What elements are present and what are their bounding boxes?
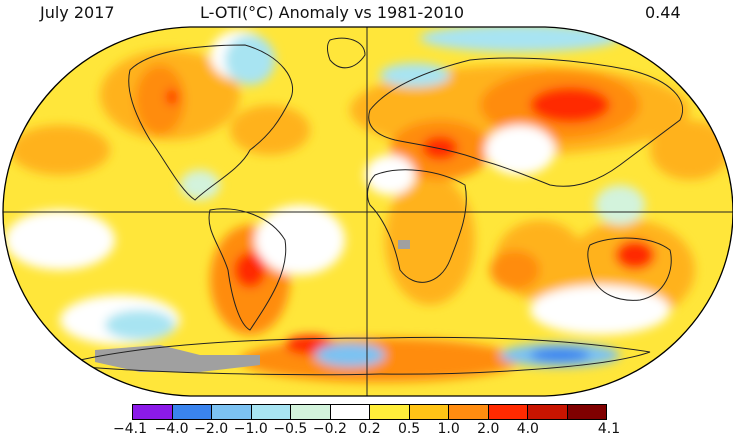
anomaly-neutral-atlantic (255, 205, 345, 275)
coast-africa (367, 169, 467, 283)
color-scale-tick-label: −0.2 (312, 421, 347, 437)
color-scale-tick-label: −4.1 (113, 421, 147, 437)
color-scale-bin (487, 405, 527, 419)
missing-data-africa (398, 240, 410, 249)
anomaly-blob-npacific-warm (650, 120, 730, 180)
color-scale-tick-label: 0.2 (358, 421, 381, 437)
anomaly-neutral-india (485, 125, 555, 175)
color-scale-labels: −4.1 −4.0 −2.0 −1.0 −0.5 −0.2 0.2 0.5 1.0 2.0 4.0 4… (0, 421, 733, 439)
color-scale-bin (171, 405, 211, 419)
anomaly-blob-africa-warm (385, 175, 475, 305)
color-scale-bin (211, 405, 251, 419)
color-scale-tick-label: −4.0 (154, 421, 189, 437)
color-scale-bin (329, 405, 369, 419)
color-scale-tick-label: −1.0 (233, 421, 268, 437)
coastlines (59, 37, 683, 376)
color-scale-tick-label: 1.0 (437, 421, 460, 437)
anomaly-blob-atlantic-warm (230, 105, 310, 155)
color-scale-bin (133, 405, 172, 419)
anomaly-core-central-asia (530, 87, 610, 123)
anomaly-blob-pacific-warm (10, 125, 110, 175)
anomaly-blob-wna-hot (135, 65, 185, 135)
color-scale-tick-label: −2.0 (194, 421, 229, 437)
anomaly-cool-scandinavia (380, 63, 450, 87)
color-scale-tick-label: 4.0 (516, 421, 539, 437)
color-scale-bin (250, 405, 290, 419)
color-scale-bin (448, 405, 488, 419)
anomaly-blob-mozambique-warm (490, 250, 540, 290)
color-scale-bin (369, 405, 409, 419)
anomaly-neutral-sahara (365, 155, 415, 195)
map-date: July 2017 (40, 3, 115, 22)
anomaly-core-mideast (422, 136, 458, 160)
color-scale-tick-label: 0.5 (397, 421, 421, 437)
anomaly-cool-hudson (225, 35, 275, 85)
globe-outline (2, 26, 733, 397)
anomaly-core-australia (615, 240, 655, 270)
coast-antarctica (59, 336, 651, 376)
color-scale-bin (527, 405, 567, 419)
anomaly-cool-weddell (315, 343, 385, 367)
anomaly-neutral-soceanaus (530, 285, 670, 335)
anomaly-cool-indonesia (595, 185, 645, 225)
color-scale-tick-label: 2.0 (477, 421, 500, 437)
anomaly-field (3, 27, 733, 396)
coast-eurasia (368, 57, 683, 187)
global-mean-value: 0.44 (645, 3, 681, 22)
missing-data-antarctica (95, 345, 260, 372)
anomaly-core-alaska (166, 89, 178, 105)
coast-north-america (128, 44, 294, 201)
color-scale-tick-label: −0.5 (273, 421, 308, 437)
map-title: L-OTI(°C) Anomaly vs 1981-2010 (200, 3, 465, 22)
color-scale-bin (408, 405, 448, 419)
anomaly-cool-caribbean (180, 170, 220, 200)
color-scale-tick-label: 4.1 (597, 421, 621, 437)
anomaly-cool-arctic (420, 27, 620, 52)
coast-greenland (326, 37, 366, 69)
anomaly-map (2, 26, 733, 397)
color-scale-bin (566, 405, 606, 419)
anomaly-core-samerica (234, 252, 266, 288)
color-scale-bin (290, 405, 330, 419)
coast-south-america (208, 208, 287, 331)
anomaly-cold-eantarctica (530, 348, 590, 362)
coast-australia (587, 237, 672, 301)
color-scale-bar (132, 404, 607, 420)
anomaly-cool-spacific (105, 310, 175, 340)
anomaly-neutral-epacific (5, 210, 115, 270)
